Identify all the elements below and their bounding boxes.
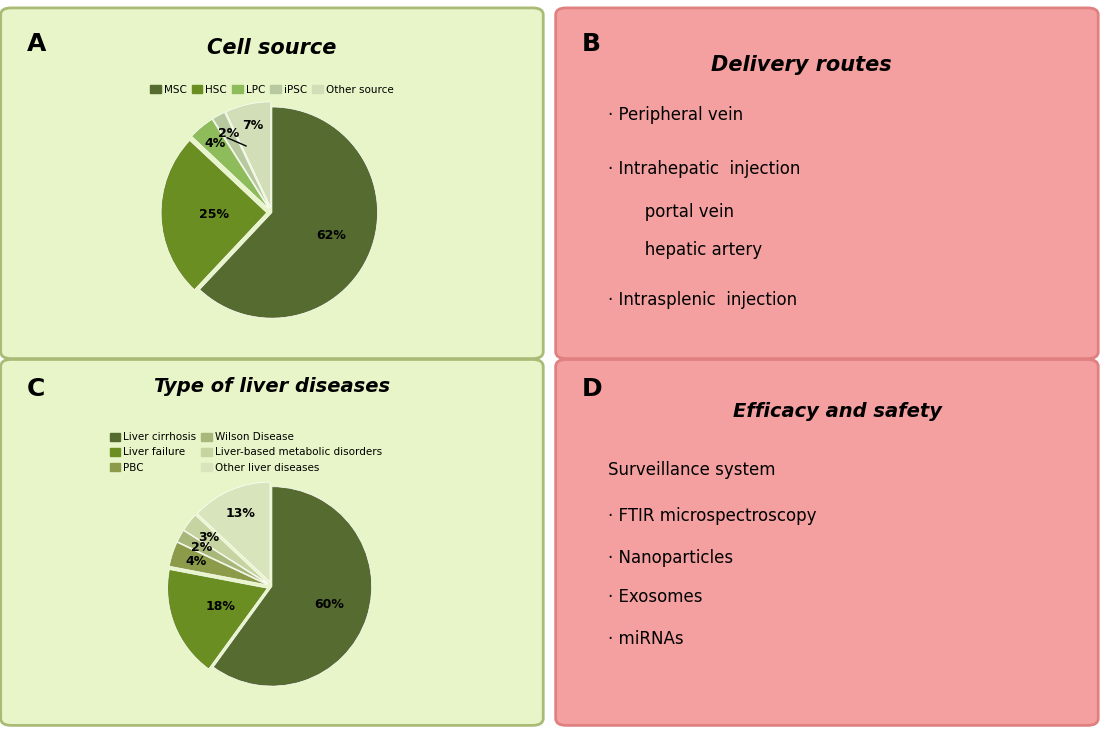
Wedge shape: [200, 107, 377, 318]
FancyBboxPatch shape: [1, 8, 543, 358]
Text: 7%: 7%: [242, 119, 263, 131]
Text: 13%: 13%: [225, 507, 255, 520]
Text: Efficacy and safety: Efficacy and safety: [733, 402, 942, 421]
Text: 25%: 25%: [199, 208, 229, 221]
Legend: Liver cirrhosis, Liver failure, PBC, Wilson Disease, Liver-based metabolic disor: Liver cirrhosis, Liver failure, PBC, Wil…: [105, 428, 386, 476]
Text: portal vein: portal vein: [608, 204, 734, 221]
Text: A: A: [27, 32, 47, 56]
Text: 3%: 3%: [199, 531, 220, 544]
Text: 62%: 62%: [316, 229, 346, 243]
Text: Delivery routes: Delivery routes: [710, 55, 891, 75]
Wedge shape: [170, 542, 268, 585]
Text: 4%: 4%: [185, 556, 206, 568]
Text: 2%: 2%: [218, 128, 240, 141]
Wedge shape: [168, 570, 268, 669]
Text: · FTIR microspectroscopy: · FTIR microspectroscopy: [608, 507, 816, 526]
Text: · Intrahepatic  injection: · Intrahepatic injection: [608, 160, 800, 177]
Wedge shape: [161, 141, 266, 290]
Text: Surveillance system: Surveillance system: [608, 462, 776, 479]
Wedge shape: [184, 515, 268, 583]
Text: · Exosomes: · Exosomes: [608, 588, 703, 606]
Wedge shape: [178, 531, 268, 584]
Text: · miRNAs: · miRNAs: [608, 630, 684, 649]
Wedge shape: [213, 487, 372, 686]
Text: B: B: [582, 32, 601, 56]
Text: 18%: 18%: [206, 600, 236, 613]
Text: Type of liver diseases: Type of liver diseases: [154, 377, 390, 396]
Text: 2%: 2%: [191, 542, 213, 554]
Text: · Intrasplenic  injection: · Intrasplenic injection: [608, 291, 797, 309]
Wedge shape: [198, 482, 270, 582]
FancyBboxPatch shape: [556, 359, 1098, 726]
Wedge shape: [192, 119, 269, 208]
FancyBboxPatch shape: [556, 8, 1098, 358]
Text: D: D: [582, 377, 603, 401]
Text: C: C: [27, 377, 46, 401]
Text: Cell source: Cell source: [208, 38, 336, 58]
FancyBboxPatch shape: [1, 359, 543, 726]
Wedge shape: [213, 112, 270, 208]
Text: hepatic artery: hepatic artery: [608, 240, 761, 259]
Text: 4%: 4%: [204, 137, 225, 150]
Legend: MSC, HSC, LPC, iPSC, Other source: MSC, HSC, LPC, iPSC, Other source: [147, 81, 397, 99]
Text: 60%: 60%: [314, 598, 344, 611]
Text: · Nanoparticles: · Nanoparticles: [608, 550, 733, 567]
Wedge shape: [225, 102, 271, 207]
Text: · Peripheral vein: · Peripheral vein: [608, 106, 743, 124]
